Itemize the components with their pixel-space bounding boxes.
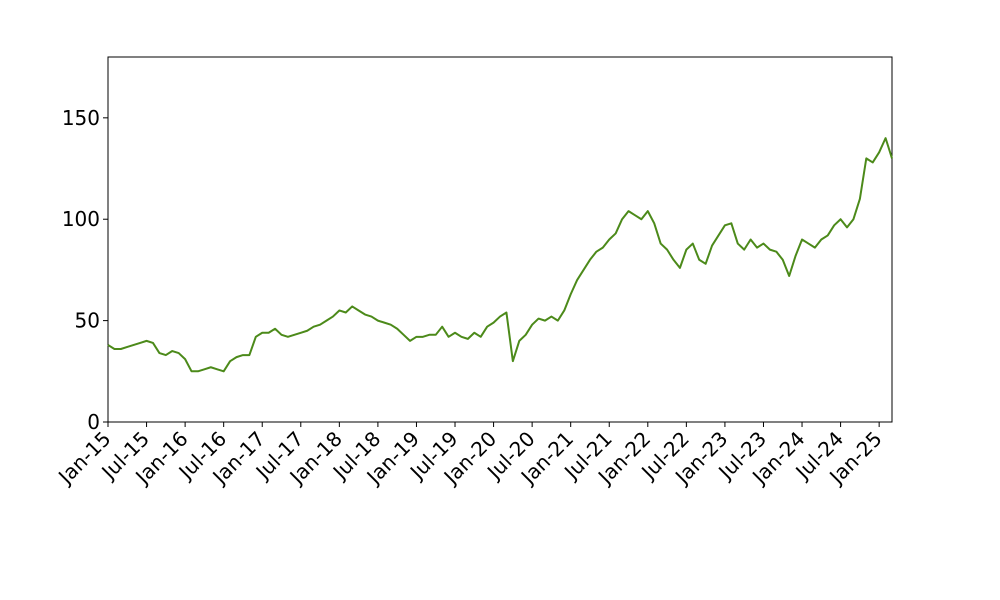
y-tick-label: 100 <box>62 207 100 231</box>
y-tick-label: 0 <box>87 410 100 434</box>
y-tick-label: 50 <box>75 309 100 333</box>
data-line <box>107 137 893 373</box>
plot-frame <box>107 56 893 423</box>
y-tick-label: 150 <box>62 106 100 130</box>
